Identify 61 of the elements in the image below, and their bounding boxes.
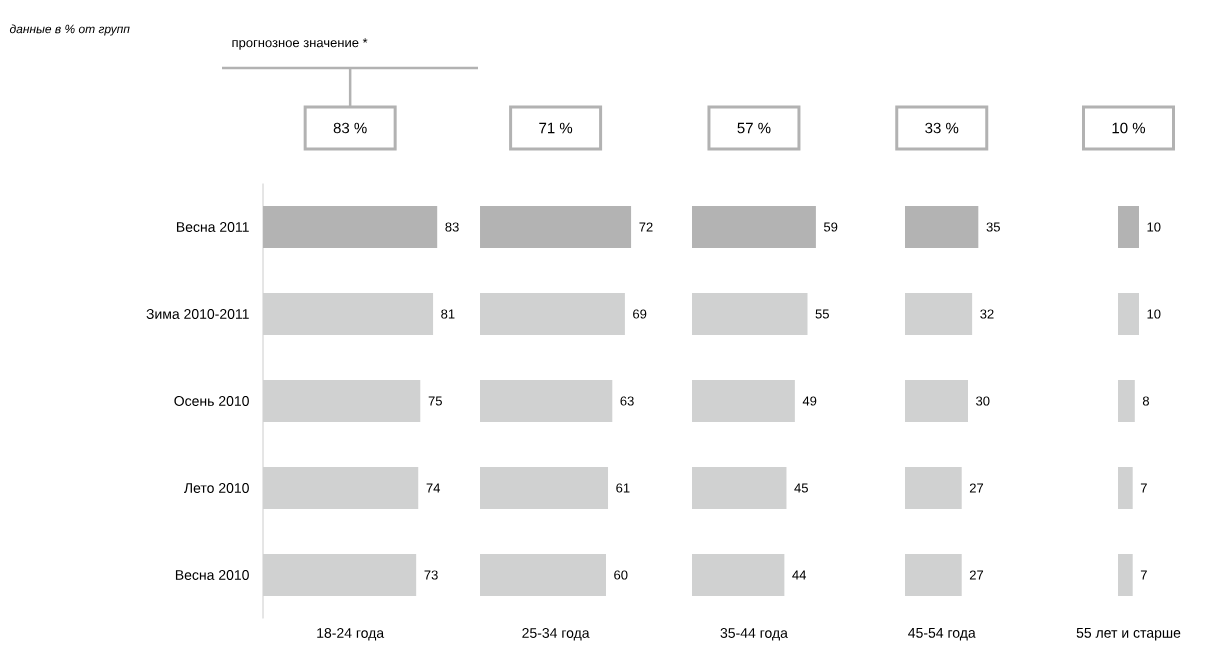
data-label: 72 [639,222,653,232]
data-label: 45 [794,483,808,493]
data-label: 27 [969,570,984,580]
bar [263,554,417,596]
text: данные в % от групп [9,24,130,36]
text: 83 % [333,122,367,134]
y-tick-label: Осень 2010 [174,396,249,406]
x-axis-title: 18-24 года [317,628,385,641]
text: 71 % [539,122,573,134]
data-label: 69 [633,309,647,319]
x-axis-title: 55 лет и старше [1076,628,1181,641]
y-tick-label: Лето 2010 [184,483,249,493]
data-label: 27 [969,483,984,493]
bar [905,206,979,248]
bar [692,380,795,422]
bar [263,293,434,335]
data-label: 35 [986,222,1000,232]
text: 10 % [1112,122,1146,134]
bar [905,380,969,422]
bar [263,467,419,509]
chart-subtitle: прогнозное значение * [232,38,368,50]
bar [692,467,787,509]
y-tick-label: Весна 2010 [175,570,249,580]
data-label: 32 [980,309,994,319]
x-axis-title: 35-44 года [720,628,788,641]
data-label: 49 [802,396,817,406]
bar [480,206,632,248]
data-label: 61 [616,483,630,493]
bar [692,554,785,596]
bar [692,293,808,335]
y-tick-label: Весна 2011 [176,222,249,232]
data-label: 7 [1140,570,1147,580]
data-label: 75 [428,396,442,406]
data-label: 83 [445,222,459,232]
data-label: 30 [976,396,990,406]
bar [480,554,607,596]
data-label: 81 [441,309,455,319]
text: 33 % [925,122,959,134]
data-label: 10 [1147,222,1161,232]
data-label: 44 [792,570,807,580]
data-label: 63 [620,396,634,406]
data-label: 60 [614,570,628,580]
x-axis-title: 45-54 года [908,628,976,641]
text: 57 % [737,122,771,134]
data-label: 10 [1147,309,1161,319]
x-axis-title: 25-34 года [522,628,590,641]
data-label: 55 [815,309,829,319]
data-label: 73 [424,570,438,580]
y-tick-label: Зима 2010-2011 [146,309,249,319]
bar [480,380,613,422]
bar [692,206,816,248]
bar [905,293,973,335]
bar [263,380,421,422]
bar [480,467,609,509]
data-label: 74 [426,483,441,493]
data-label: 7 [1140,483,1147,493]
bar [480,293,625,335]
bar [905,467,962,509]
data-label: 59 [823,222,838,232]
data-label: 8 [1142,396,1149,406]
bar [905,554,962,596]
